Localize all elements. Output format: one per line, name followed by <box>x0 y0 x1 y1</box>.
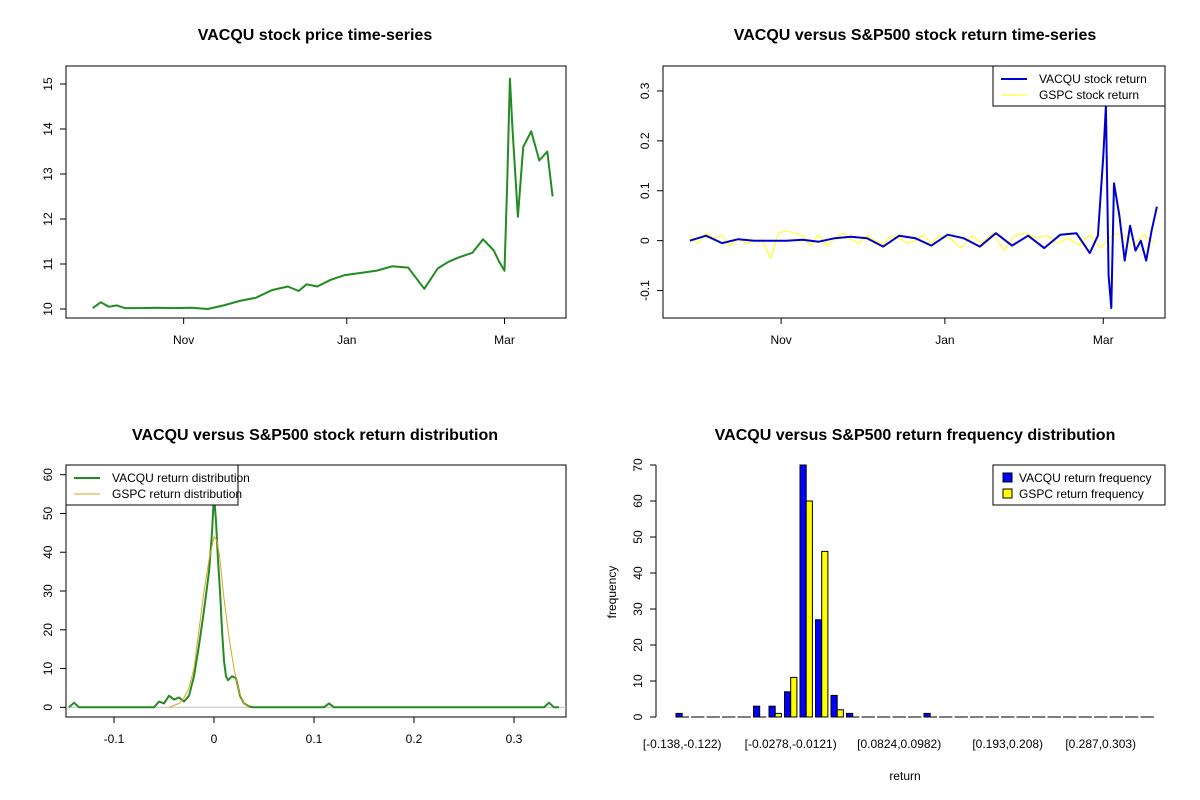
vacqu-bar <box>753 705 761 718</box>
return-frequency-chart: VACQU versus S&P500 return frequency dis… <box>605 427 1166 783</box>
legend-box <box>992 65 1166 107</box>
y-tick-label: 20 <box>631 638 645 652</box>
x-tick-label: Jan <box>935 333 954 347</box>
x-tick-label: [-0.0278,-0.0121) <box>745 737 837 751</box>
x-tick-label: Nov <box>173 333 194 347</box>
legend-label: GSPC stock return <box>1039 88 1139 102</box>
x-tick-label: Jan <box>337 333 356 347</box>
y-tick-label: 13 <box>41 167 55 181</box>
y-tick-label: 50 <box>631 530 645 544</box>
vacqu-bar <box>846 712 854 718</box>
price-line <box>92 77 554 310</box>
y-axis-label: frequency <box>605 566 619 619</box>
legend-swatch <box>1002 488 1013 499</box>
y-tick-label: 0.1 <box>638 182 652 199</box>
legend-label: VACQU stock return <box>1039 72 1147 86</box>
y-tick-label: 12 <box>41 212 55 226</box>
price-chart: VACQU stock price time-series 10 11 12 13 14… <box>41 27 567 347</box>
y-tick-label: 40 <box>41 545 55 559</box>
y-tick-label: 60 <box>631 494 645 508</box>
x-tick-label: Mar <box>494 333 515 347</box>
chart-title: VACQU versus S&P500 return frequency dis… <box>715 427 1116 444</box>
x-tick-label: Nov <box>770 333 791 347</box>
y-tick-label: 40 <box>631 566 645 580</box>
y-tick-label: 10 <box>41 302 55 316</box>
y-tick-label: 60 <box>41 468 55 482</box>
y-tick-label: -0.1 <box>638 280 652 301</box>
vacqu-bar <box>675 712 683 718</box>
vacqu-bar <box>799 464 807 718</box>
x-tick-label: [0.287,0.303) <box>1065 737 1136 751</box>
plot-frame <box>65 65 567 319</box>
y-tick-label: 0 <box>41 704 55 711</box>
y-tick-label: 70 <box>631 458 645 472</box>
legend-box <box>992 464 1166 506</box>
gspc-density-line <box>168 536 250 708</box>
y-tick-label: 0 <box>638 237 652 244</box>
vacqu-bar <box>768 705 776 718</box>
x-tick-label: Mar <box>1093 333 1114 347</box>
y-tick-label: 15 <box>41 77 55 91</box>
y-tick-label: 0.3 <box>638 82 652 99</box>
legend-label: VACQU return distribution <box>112 471 250 485</box>
x-tick-label: [0.0824,0.0982) <box>857 737 941 751</box>
x-tick-label: [0.193,0.208) <box>972 737 1043 751</box>
gspc-bar <box>805 500 813 718</box>
y-tick-label: 30 <box>41 584 55 598</box>
x-tick-label: 0.2 <box>406 732 423 746</box>
legend-label: VACQU return frequency <box>1019 471 1152 485</box>
gspc-bar <box>774 712 782 718</box>
y-tick-label: 11 <box>41 257 55 270</box>
y-tick-label: 14 <box>41 122 55 136</box>
return-distribution-chart: VACQU versus S&P500 stock return distrib… <box>41 427 567 746</box>
x-tick-label: 0.3 <box>506 732 523 746</box>
legend-swatch <box>1002 472 1013 483</box>
x-tick-label: 0.1 <box>306 732 323 746</box>
return-timeseries-chart: VACQU versus S&P500 stock return time-se… <box>638 27 1166 347</box>
x-tick-label: -0.1 <box>104 732 125 746</box>
x-tick-label: 0 <box>211 732 218 746</box>
vacqu-bar <box>830 694 838 718</box>
y-tick-label: 10 <box>631 674 645 688</box>
vacqu-density-line <box>68 493 559 709</box>
gspc-bar <box>790 676 798 718</box>
chart-title: VACQU versus S&P500 stock return distrib… <box>132 427 498 444</box>
gspc-bar <box>836 709 844 718</box>
legend-box <box>65 464 239 506</box>
chart-title: VACQU versus S&P500 stock return time-se… <box>734 27 1097 44</box>
plot-frame <box>662 65 1166 319</box>
y-tick-label: 0 <box>631 713 645 720</box>
x-tick-label: [-0.138,-0.122) <box>643 737 722 751</box>
y-tick-label: 10 <box>41 662 55 676</box>
vacqu-bar <box>923 712 931 718</box>
vacqu-bar <box>815 619 823 718</box>
x-axis-label: return <box>889 769 920 783</box>
y-tick-label: 20 <box>41 623 55 637</box>
y-tick-label: 50 <box>41 506 55 520</box>
vacqu-bar <box>784 691 792 718</box>
legend-label: GSPC return frequency <box>1019 487 1144 501</box>
y-tick-label: 30 <box>631 602 645 616</box>
vacqu-return-line <box>689 104 1158 309</box>
y-tick-label: 0.2 <box>638 132 652 149</box>
chart-title: VACQU stock price time-series <box>198 27 433 44</box>
legend-label: GSPC return distribution <box>112 487 242 501</box>
gspc-bar <box>821 550 829 718</box>
